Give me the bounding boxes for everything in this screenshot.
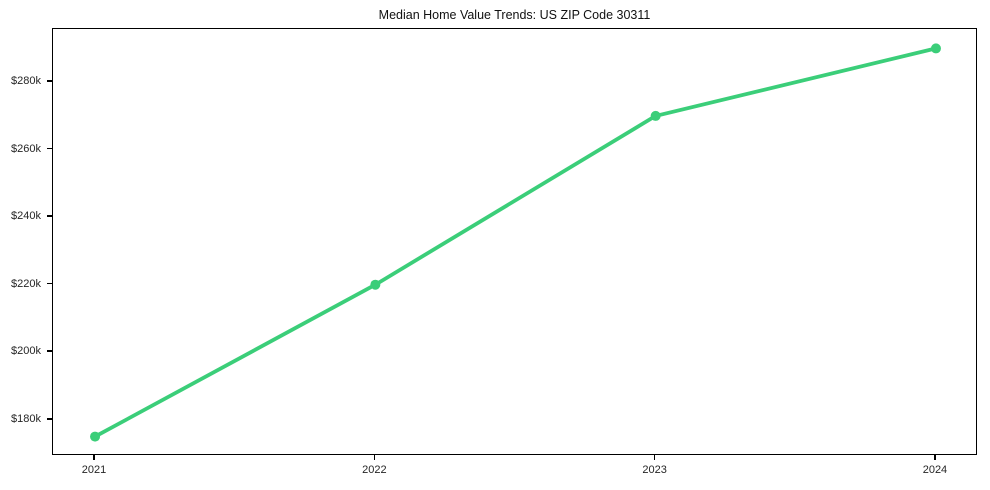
y-tick-mark [47, 147, 52, 150]
x-tick-label: 2024 [922, 464, 948, 476]
y-tick-label: $200k [11, 345, 41, 358]
x-tick-mark [934, 455, 936, 460]
x-tick-mark [373, 455, 376, 460]
y-tick-mark [47, 80, 52, 82]
chart-title: Median Home Value Trends: US ZIP Code 30… [378, 8, 651, 22]
x-tick-mark [93, 455, 95, 460]
y-tick-label: $280k [11, 75, 41, 88]
data-point-marker [370, 279, 381, 290]
y-tick-mark [47, 215, 52, 217]
x-tick-mark [653, 455, 656, 460]
y-tick-label: $240k [11, 210, 41, 223]
x-tick-label: 2022 [362, 464, 387, 476]
trend-line [93, 46, 938, 439]
y-tick-label: $220k [11, 277, 41, 290]
data-point-marker [650, 110, 661, 121]
line-series-canvas [90, 43, 941, 442]
x-tick-label: 2021 [81, 464, 107, 476]
y-tick-label: $180k [11, 412, 41, 425]
x-tick-label: 2023 [642, 464, 667, 476]
data-point-marker [930, 43, 941, 54]
data-point-marker [90, 431, 101, 442]
y-tick-mark [47, 282, 52, 285]
y-tick-mark [47, 350, 52, 352]
y-tick-mark [47, 417, 52, 420]
plot-area [52, 28, 977, 455]
y-tick-label: $260k [11, 142, 41, 155]
